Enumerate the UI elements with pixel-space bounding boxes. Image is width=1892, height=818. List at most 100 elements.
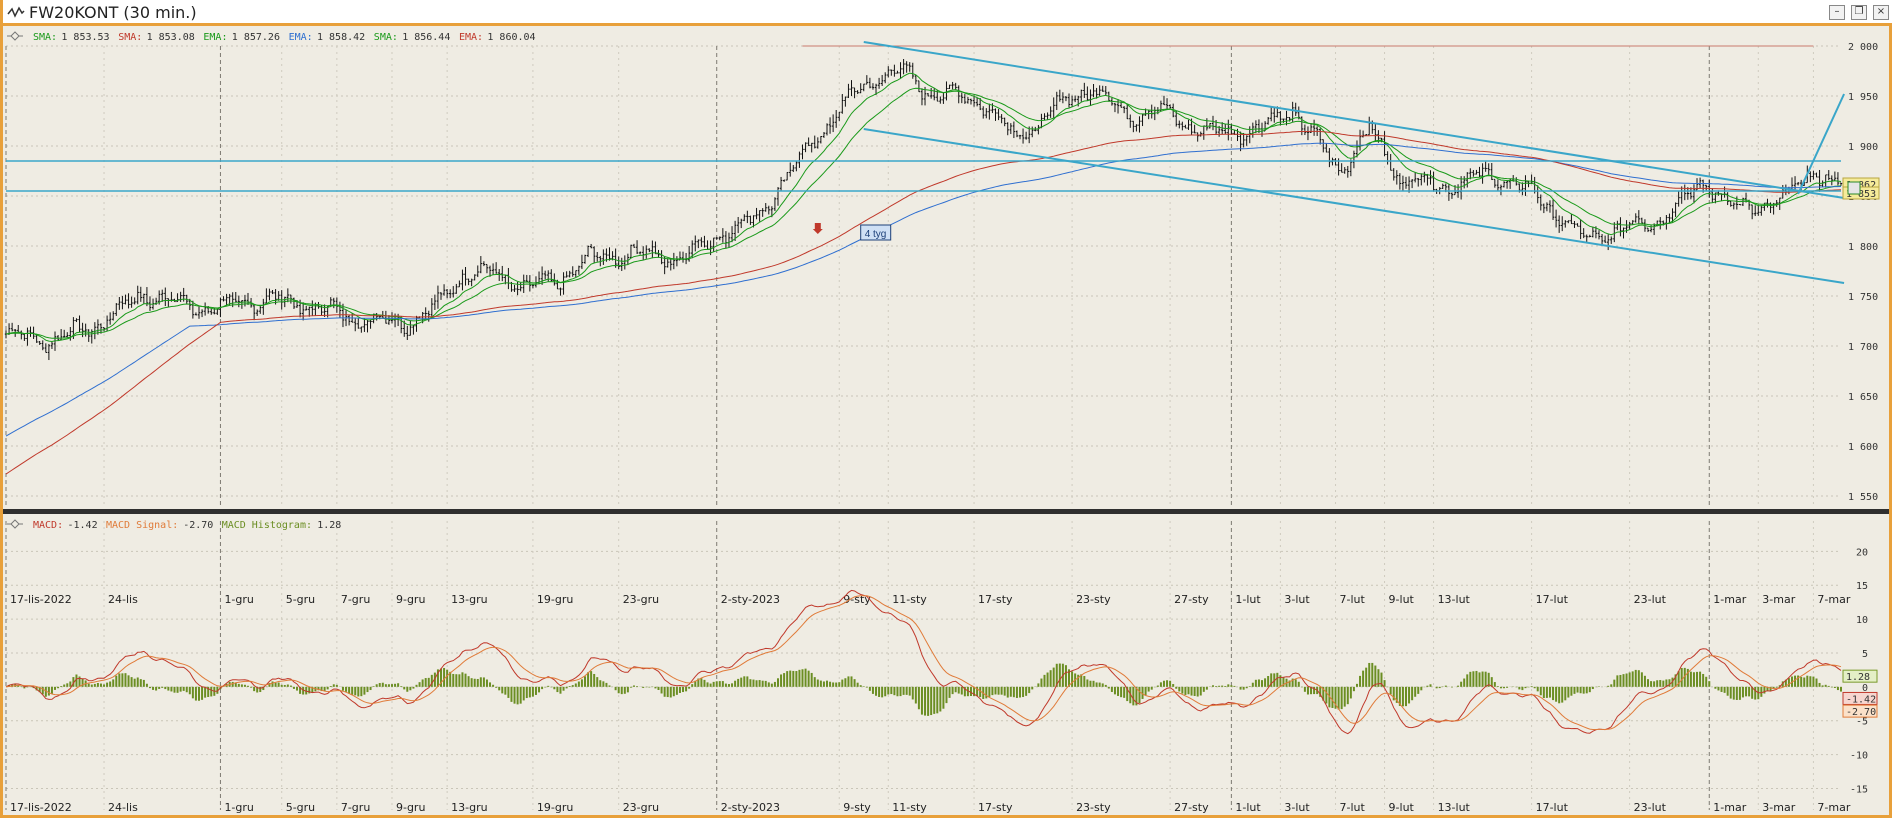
price-x-label: 13-lut bbox=[1438, 593, 1471, 606]
candle bbox=[651, 240, 654, 259]
candle bbox=[81, 322, 84, 338]
candle bbox=[63, 329, 66, 338]
candle bbox=[1383, 131, 1386, 157]
candle bbox=[1750, 204, 1754, 220]
candle bbox=[654, 241, 657, 255]
candle bbox=[1395, 170, 1399, 185]
candle bbox=[1729, 200, 1732, 207]
candle bbox=[1646, 227, 1650, 233]
candle bbox=[136, 285, 139, 305]
candle bbox=[890, 69, 893, 76]
macd-signal-line bbox=[5, 595, 1842, 731]
candle bbox=[1043, 113, 1046, 121]
candle bbox=[1708, 179, 1711, 198]
candle bbox=[1245, 135, 1248, 146]
candle bbox=[522, 274, 525, 293]
candle bbox=[1346, 165, 1349, 178]
candle bbox=[488, 265, 492, 277]
candle bbox=[798, 151, 801, 168]
candle bbox=[439, 292, 443, 300]
candle bbox=[23, 333, 26, 341]
candle bbox=[1003, 117, 1006, 127]
candle bbox=[712, 237, 715, 252]
candle bbox=[608, 247, 611, 261]
price-x-label: 3-lut bbox=[1284, 593, 1310, 606]
macd-histogram bbox=[8, 662, 1842, 716]
candle bbox=[341, 303, 345, 328]
macd-x-label: 24-lis bbox=[108, 801, 138, 814]
candle bbox=[746, 210, 749, 224]
candle bbox=[1407, 176, 1411, 193]
candle bbox=[442, 284, 446, 296]
candle bbox=[884, 72, 887, 84]
candle bbox=[1689, 187, 1693, 200]
price-x-label: 1-mar bbox=[1713, 593, 1746, 606]
close-icon[interactable]: × bbox=[1873, 5, 1889, 20]
candle bbox=[1502, 181, 1506, 188]
candle bbox=[831, 114, 835, 133]
candle bbox=[1469, 168, 1472, 180]
candle bbox=[1606, 234, 1610, 251]
candle bbox=[1760, 205, 1763, 216]
window-title: FW20KONT (30 min.) bbox=[29, 3, 197, 22]
legend-value: 1 860.04 bbox=[487, 32, 535, 43]
candle bbox=[982, 106, 985, 119]
candle bbox=[994, 108, 997, 121]
candle bbox=[1165, 98, 1169, 110]
candle bbox=[1052, 97, 1055, 119]
candle bbox=[862, 83, 865, 92]
candle bbox=[161, 289, 164, 302]
candle bbox=[133, 297, 136, 305]
candle bbox=[1294, 102, 1297, 116]
candle bbox=[764, 203, 767, 212]
macd-x-label: 7-mar bbox=[1817, 801, 1850, 814]
price-tag-label: 1 862 bbox=[1846, 180, 1876, 191]
candle bbox=[1254, 120, 1258, 134]
candle bbox=[865, 75, 869, 85]
candle bbox=[448, 289, 452, 299]
candle bbox=[972, 95, 976, 107]
candle bbox=[954, 82, 957, 90]
price-x-label: 19-gru bbox=[537, 593, 573, 606]
candle bbox=[730, 226, 734, 243]
legend-value: 1 858.42 bbox=[317, 32, 365, 43]
candle bbox=[1279, 111, 1282, 126]
candle bbox=[513, 284, 516, 292]
candle bbox=[1340, 163, 1343, 173]
candle bbox=[1600, 234, 1604, 245]
restore-icon[interactable]: ❐ bbox=[1851, 5, 1867, 20]
title-bar[interactable]: FW20KONT (30 min.) – ❐ × bbox=[3, 0, 1892, 26]
candle bbox=[838, 111, 841, 122]
ema-long-line bbox=[5, 142, 1842, 437]
price-x-label: 9-gru bbox=[396, 593, 425, 606]
candle bbox=[666, 258, 669, 268]
arrow-down-icon bbox=[812, 223, 823, 234]
price-panel-bg bbox=[3, 26, 1889, 509]
minimize-icon[interactable]: – bbox=[1829, 5, 1845, 20]
candle bbox=[1637, 210, 1641, 225]
candle bbox=[1591, 226, 1595, 238]
candle bbox=[740, 218, 743, 229]
candle bbox=[485, 263, 489, 274]
candle bbox=[574, 270, 577, 278]
candle bbox=[1184, 124, 1187, 129]
candle bbox=[1352, 150, 1356, 169]
candle bbox=[592, 246, 596, 264]
candle bbox=[1282, 118, 1285, 123]
candle bbox=[602, 249, 605, 265]
candle bbox=[1564, 220, 1567, 228]
candle bbox=[433, 294, 437, 310]
price-x-label: 9-sty bbox=[843, 593, 871, 606]
price-tick-label: 1 750 bbox=[1848, 292, 1878, 303]
candle bbox=[1162, 95, 1166, 106]
macd-x-label: 23-lut bbox=[1634, 801, 1667, 814]
candle bbox=[311, 300, 314, 316]
candle bbox=[406, 325, 409, 340]
candle bbox=[1325, 143, 1328, 153]
candle bbox=[363, 318, 366, 332]
candle bbox=[1404, 176, 1408, 189]
candle bbox=[847, 83, 850, 99]
candle bbox=[1582, 228, 1585, 239]
macd-x-label: 9-gru bbox=[396, 801, 425, 814]
